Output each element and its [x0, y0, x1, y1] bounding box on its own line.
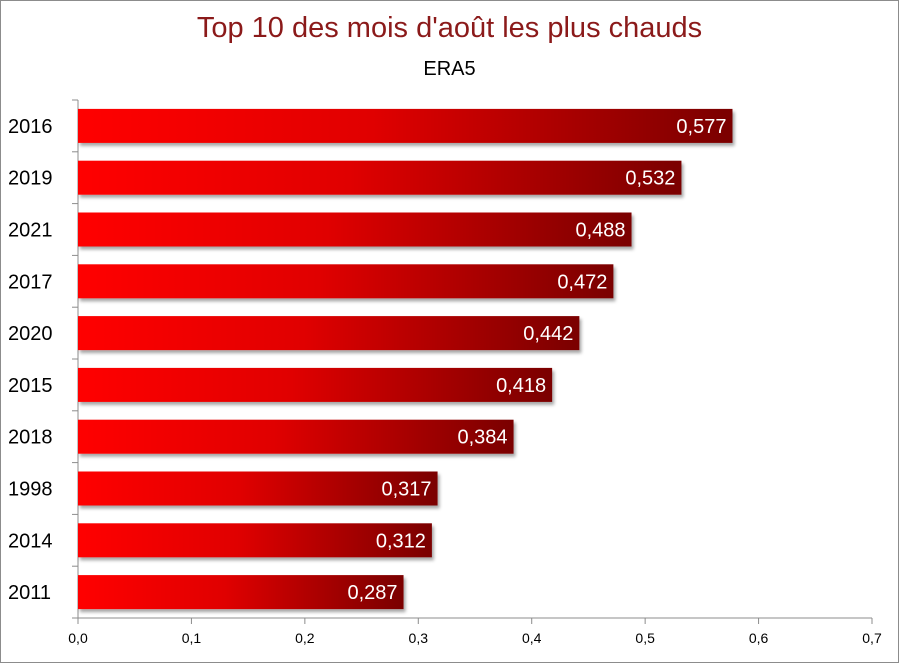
x-tick-label: 0,1: [182, 630, 202, 646]
labels: 0,0 0,1 0,2 0,3 0,4 0,5 0,6 0,7 2016 0,577 2019 0,5…: [8, 116, 882, 646]
x-tick-label: 0,5: [635, 630, 655, 646]
data-label: 0,532: [625, 168, 675, 190]
x-tick-label: 0,4: [522, 630, 542, 646]
category-label: 2017: [8, 271, 53, 293]
x-tick-label: 0,2: [295, 630, 315, 646]
chart-subtitle: ERA5: [423, 58, 476, 80]
data-label: 0,312: [376, 530, 426, 552]
bar: [78, 523, 432, 558]
bar: [78, 316, 580, 351]
data-label: 0,472: [557, 271, 607, 293]
x-tick-label: 0,7: [862, 630, 882, 646]
data-label: 0,577: [676, 116, 726, 138]
bar: [78, 108, 733, 143]
bar: [78, 264, 614, 299]
bars: [78, 108, 733, 610]
data-label: 0,317: [382, 479, 432, 501]
category-label: 2021: [8, 220, 53, 242]
category-label: 2014: [8, 530, 53, 552]
chart-title: Top 10 des mois d'août les plus chauds: [196, 12, 703, 44]
category-label: 2020: [8, 323, 53, 345]
bar: [78, 419, 514, 454]
category-label: 2016: [8, 116, 53, 138]
x-tick-label: 0,0: [68, 630, 88, 646]
bar: [78, 160, 682, 195]
bar: [78, 471, 438, 506]
x-tick-label: 0,6: [749, 630, 769, 646]
data-label: 0,418: [496, 375, 546, 397]
data-label: 0,442: [523, 323, 573, 345]
bar: [78, 575, 404, 610]
category-label: 2011: [8, 582, 51, 604]
category-label: 1998: [8, 479, 53, 501]
category-label: 2019: [8, 168, 53, 190]
data-label: 0,384: [458, 427, 508, 449]
x-tick-label: 0,3: [409, 630, 429, 646]
bar: [78, 367, 553, 402]
bar: [78, 212, 632, 247]
data-label: 0,488: [575, 220, 625, 242]
category-label: 2015: [8, 375, 53, 397]
category-label: 2018: [8, 427, 53, 449]
data-label: 0,287: [347, 582, 397, 604]
